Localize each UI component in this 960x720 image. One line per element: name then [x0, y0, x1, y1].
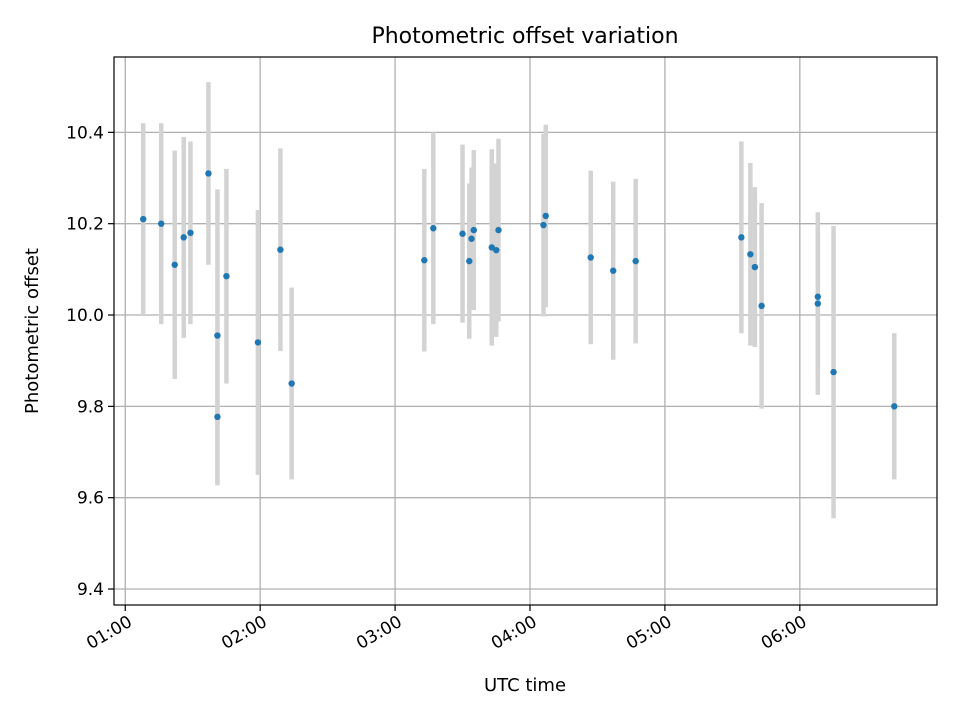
data-point — [254, 339, 262, 346]
y-tick-label: 10.2 — [66, 215, 104, 235]
data-point — [421, 257, 428, 264]
y-axis-label: Photometric offset — [22, 248, 43, 414]
data-point — [891, 403, 898, 410]
data-point — [470, 226, 477, 234]
y-tick-label: 10.0 — [66, 306, 104, 326]
data-point — [288, 380, 295, 387]
data-point — [180, 234, 187, 241]
y-tick-label: 9.4 — [77, 580, 104, 600]
data-point — [830, 368, 837, 376]
data-point — [214, 332, 221, 339]
data-point — [459, 230, 466, 237]
data-point — [587, 254, 594, 261]
y-tick-label: 10.4 — [66, 123, 104, 143]
data-point — [751, 263, 759, 271]
x-axis-label: UTC time — [484, 675, 566, 696]
y-tick-label: 9.8 — [77, 397, 104, 417]
data-point — [542, 212, 549, 220]
data-point — [540, 221, 547, 229]
data-point — [758, 302, 765, 310]
data-point — [468, 235, 475, 242]
data-point — [466, 257, 473, 265]
data-point — [223, 273, 230, 280]
data-point — [140, 215, 147, 223]
y-axis-ticks: 9.4 9.6 9.8 10.0 10.2 10.4 — [66, 123, 114, 600]
data-point — [158, 220, 165, 227]
chart-title: Photometric offset variation — [371, 24, 678, 49]
data-point — [171, 261, 178, 268]
point-layer — [140, 170, 898, 421]
data-point — [430, 225, 437, 232]
data-point — [493, 246, 500, 254]
data-point — [747, 251, 754, 258]
data-point — [814, 293, 822, 300]
data-point — [187, 229, 194, 237]
data-point — [738, 234, 745, 241]
data-point — [632, 257, 639, 265]
data-point — [205, 170, 212, 177]
data-point — [214, 413, 221, 421]
plot-frame — [113, 56, 938, 606]
y-tick-label: 9.6 — [77, 489, 104, 509]
data-point — [277, 246, 284, 253]
plot-area — [114, 57, 937, 605]
data-point — [495, 226, 502, 234]
data-point — [609, 267, 617, 274]
data-point — [814, 300, 822, 307]
